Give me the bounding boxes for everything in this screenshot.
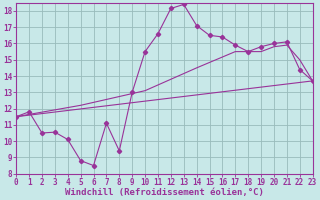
X-axis label: Windchill (Refroidissement éolien,°C): Windchill (Refroidissement éolien,°C) [65, 188, 264, 197]
